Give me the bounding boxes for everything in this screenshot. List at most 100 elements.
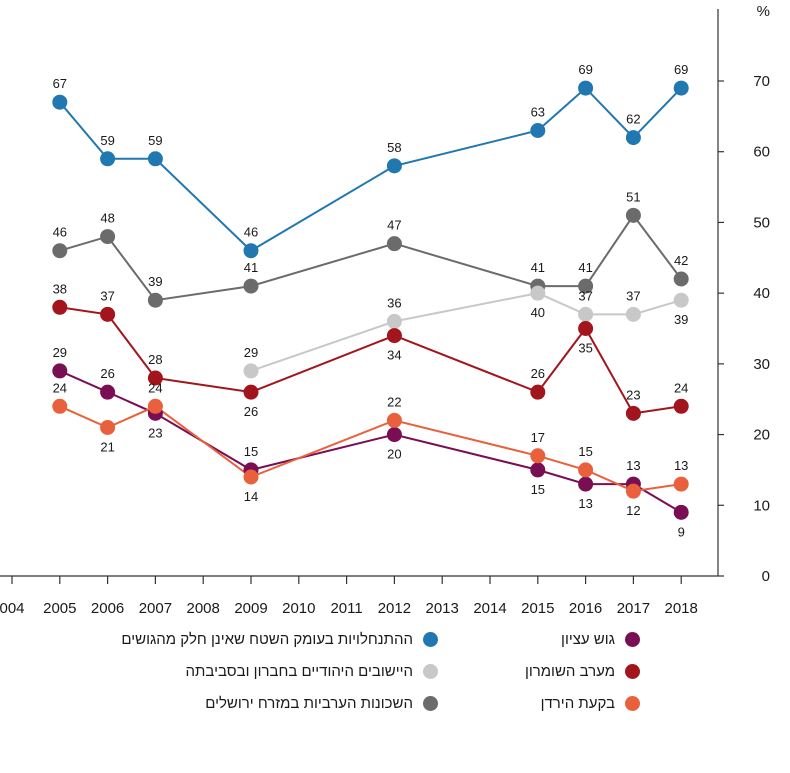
data-point [386, 412, 402, 428]
data-point [147, 398, 163, 414]
data-label: 9 [678, 524, 685, 539]
legend-item: היישובים היהודיים בחברון ובסביבתה [121, 660, 438, 682]
y-tick-label: 10 [753, 497, 770, 514]
y-tick-label: 70 [753, 73, 770, 90]
data-label: 69 [674, 62, 688, 77]
data-point [386, 236, 402, 252]
x-tick-label: 2018 [665, 600, 698, 617]
x-tick-label: 2009 [234, 600, 267, 617]
y-tick-label: 40 [753, 285, 770, 302]
legend-label: היישובים היהודיים בחברון ובסביבתה [185, 662, 413, 680]
line-chart: 0 10 20 30 40 50 60 70% 004 2005 2006 2007 2008 2009 2… [0, 3, 770, 617]
series-line [250, 292, 682, 372]
data-point [673, 80, 689, 96]
legend-swatch [423, 663, 438, 679]
legend-item: בקעת הירדן [525, 692, 640, 714]
y-tick-label: 50 [753, 214, 770, 231]
legend-label: גוש עציון [561, 630, 615, 648]
data-point [243, 384, 259, 400]
legend-label: ההתנחלויות בעומק השטח שאינן חלק מהגושים [121, 630, 413, 648]
data-point [625, 306, 641, 322]
data-point [243, 363, 259, 379]
data-label: 17 [531, 430, 545, 445]
data-label: 23 [148, 425, 162, 440]
series-points [52, 80, 689, 520]
chart-axes: 0 10 20 30 40 50 60 70% 004 2005 2006 2007 2008 2009 2… [0, 3, 770, 617]
data-point [578, 321, 594, 336]
data-point [52, 299, 68, 315]
data-label: 41 [244, 260, 258, 275]
legend-label: מערב השומרון [524, 662, 615, 680]
data-point [100, 384, 116, 400]
x-tick-label: 2010 [282, 600, 315, 617]
x-tick-label: 2016 [569, 600, 602, 617]
data-label: 46 [53, 225, 67, 240]
data-label: 29 [244, 345, 258, 360]
data-point [625, 483, 641, 499]
legend-item: השכונות הערביות במזרח ירושלים [121, 692, 438, 714]
data-label: 42 [674, 253, 688, 268]
data-point [52, 363, 68, 379]
legend-swatch [625, 695, 640, 711]
data-label: 58 [387, 140, 401, 155]
data-label: 47 [387, 218, 401, 233]
data-point [673, 476, 689, 492]
data-label: 15 [531, 482, 545, 497]
data-label: 37 [626, 288, 640, 303]
x-tick-label: 2011 [330, 600, 362, 617]
data-point [673, 504, 689, 520]
x-tick-label: 2008 [187, 600, 220, 617]
x-tick-label: 004 [0, 600, 25, 617]
data-label: 26 [531, 366, 545, 381]
data-point [530, 384, 546, 400]
data-label: 40 [531, 305, 545, 320]
data-point [530, 448, 546, 464]
data-label: 14 [244, 489, 258, 504]
legend-label: השכונות הערביות במזרח ירושלים [205, 694, 413, 712]
data-label: 38 [53, 281, 67, 296]
y-tick-label: 20 [753, 427, 770, 444]
legend-swatch [423, 695, 438, 711]
data-label: 35 [578, 341, 592, 356]
data-label: 69 [578, 62, 592, 77]
series-line [59, 86, 682, 252]
data-point [147, 151, 163, 167]
data-label: 24 [148, 380, 162, 395]
legend-item: מערב השומרון [525, 660, 640, 682]
data-point [52, 243, 68, 259]
data-label: 59 [100, 133, 114, 148]
legend-swatch [625, 663, 640, 679]
data-point [100, 229, 116, 245]
x-tick-label: 2014 [473, 600, 506, 617]
x-tick-label: 2015 [521, 600, 554, 617]
data-point [625, 207, 641, 223]
data-label: 21 [100, 440, 114, 455]
x-tick-label: 2006 [91, 600, 124, 617]
data-point [578, 80, 594, 96]
data-point [530, 123, 546, 138]
data-point [578, 278, 594, 294]
legend-swatch [423, 631, 438, 647]
legend-item: גוש עציון [525, 628, 640, 650]
data-point [100, 151, 116, 167]
data-label: 24 [674, 380, 688, 395]
x-tick-label: 2017 [617, 600, 650, 617]
data-point [673, 271, 689, 287]
y-tick-label: 0 [762, 568, 770, 585]
data-label: 15 [578, 444, 592, 459]
data-label: 23 [626, 387, 640, 402]
data-label: 37 [100, 288, 114, 303]
data-label: 36 [387, 295, 401, 310]
data-point [147, 292, 163, 308]
data-label: 13 [626, 458, 640, 473]
data-point [386, 328, 402, 344]
data-point [100, 420, 116, 435]
data-label: 34 [387, 348, 401, 363]
y-tick-label: 30 [753, 356, 770, 373]
data-point [243, 278, 259, 294]
data-point [386, 313, 402, 329]
data-label: 20 [387, 447, 401, 462]
x-tick-label: 2013 [426, 600, 459, 617]
data-label: 15 [244, 444, 258, 459]
y-axis-unit-label: % [757, 3, 770, 20]
